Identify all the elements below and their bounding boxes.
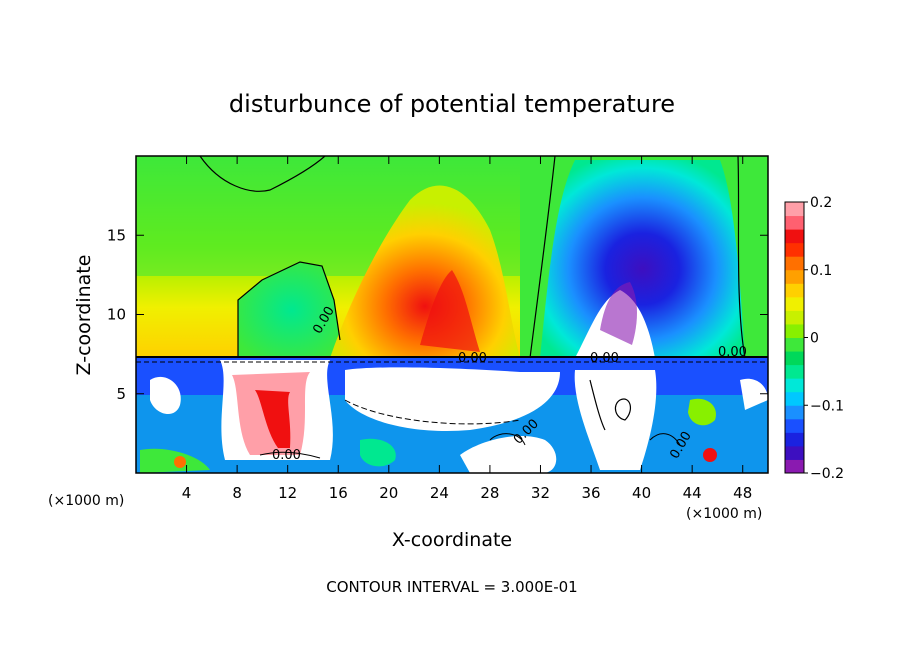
y-tick-label: 10 xyxy=(107,306,126,324)
x-tick-label: 8 xyxy=(232,484,242,502)
colorbar-swatch xyxy=(785,337,804,352)
y-tick-label: 5 xyxy=(116,385,126,403)
x-unit-left: (×1000 m) xyxy=(48,493,124,509)
colorbar-swatch xyxy=(785,364,804,379)
contour-label: 0.00 xyxy=(272,448,301,463)
colorbar-tick-label: −0.2 xyxy=(810,466,844,482)
heatmap-field xyxy=(136,156,768,473)
colorbar-tick-label: 0 xyxy=(810,331,819,347)
x-tick-label: 40 xyxy=(632,484,651,502)
colorbar-swatch xyxy=(785,256,804,271)
colorbar-swatch xyxy=(785,202,804,217)
colorbar: 0.2 0.1 0 −0.1 −0.2 xyxy=(785,195,844,482)
colorbar-swatch xyxy=(785,283,804,298)
colorbar-swatch xyxy=(785,405,804,420)
x-tick-label: 36 xyxy=(581,484,600,502)
colorbar-swatch xyxy=(785,242,804,257)
colorbar-swatch xyxy=(785,432,804,447)
colorbar-swatch xyxy=(785,269,804,284)
contour-labels: 0.00 0.00 0.00 0.00 0.00 0.00 0.00 xyxy=(272,304,747,463)
x-tick-label: 20 xyxy=(379,484,398,502)
x-tick-label: 32 xyxy=(531,484,550,502)
contour-label: 0.00 xyxy=(590,351,619,366)
x-axis: 4 8 12 16 20 24 28 32 36 40 44 48 xyxy=(182,156,752,502)
colorbar-swatch xyxy=(785,310,804,325)
x-tick-label: 24 xyxy=(430,484,449,502)
colorbar-swatch xyxy=(785,296,804,311)
colorbar-tick-label: 0.2 xyxy=(810,195,832,211)
x-tick-label: 4 xyxy=(182,484,192,502)
x-axis-label: X-coordinate xyxy=(392,529,512,551)
y-axis-label: Z-coordinate xyxy=(73,255,95,376)
colorbar-tick-label: 0.1 xyxy=(810,263,832,279)
chart-title: disturbunce of potential temperature xyxy=(229,90,675,118)
colorbar-swatch xyxy=(785,351,804,366)
x-tick-label: 16 xyxy=(329,484,348,502)
colorbar-swatch xyxy=(785,391,804,406)
x-tick-label: 12 xyxy=(278,484,297,502)
contour-label: 0.00 xyxy=(458,351,487,366)
y-axis: 5 10 15 xyxy=(107,226,768,403)
y-tick-label: 15 xyxy=(107,226,126,244)
colorbar-swatch xyxy=(785,323,804,338)
colorbar-frame xyxy=(784,201,805,474)
x-tick-label: 44 xyxy=(683,484,702,502)
colorbar-swatch xyxy=(785,215,804,230)
x-tick-label: 28 xyxy=(480,484,499,502)
contour-label: 0.00 xyxy=(718,345,747,360)
colorbar-swatch xyxy=(785,445,804,460)
colorbar-tick-label: −0.1 xyxy=(810,398,844,414)
x-unit-right: (×1000 m) xyxy=(686,506,762,522)
colorbar-swatch xyxy=(785,229,804,244)
colorbar-swatch xyxy=(785,418,804,433)
contour-interval: CONTOUR INTERVAL = 3.000E-01 xyxy=(326,578,577,596)
x-tick-label: 48 xyxy=(733,484,752,502)
colorbar-swatch xyxy=(785,459,804,474)
colorbar-swatch xyxy=(785,378,804,393)
